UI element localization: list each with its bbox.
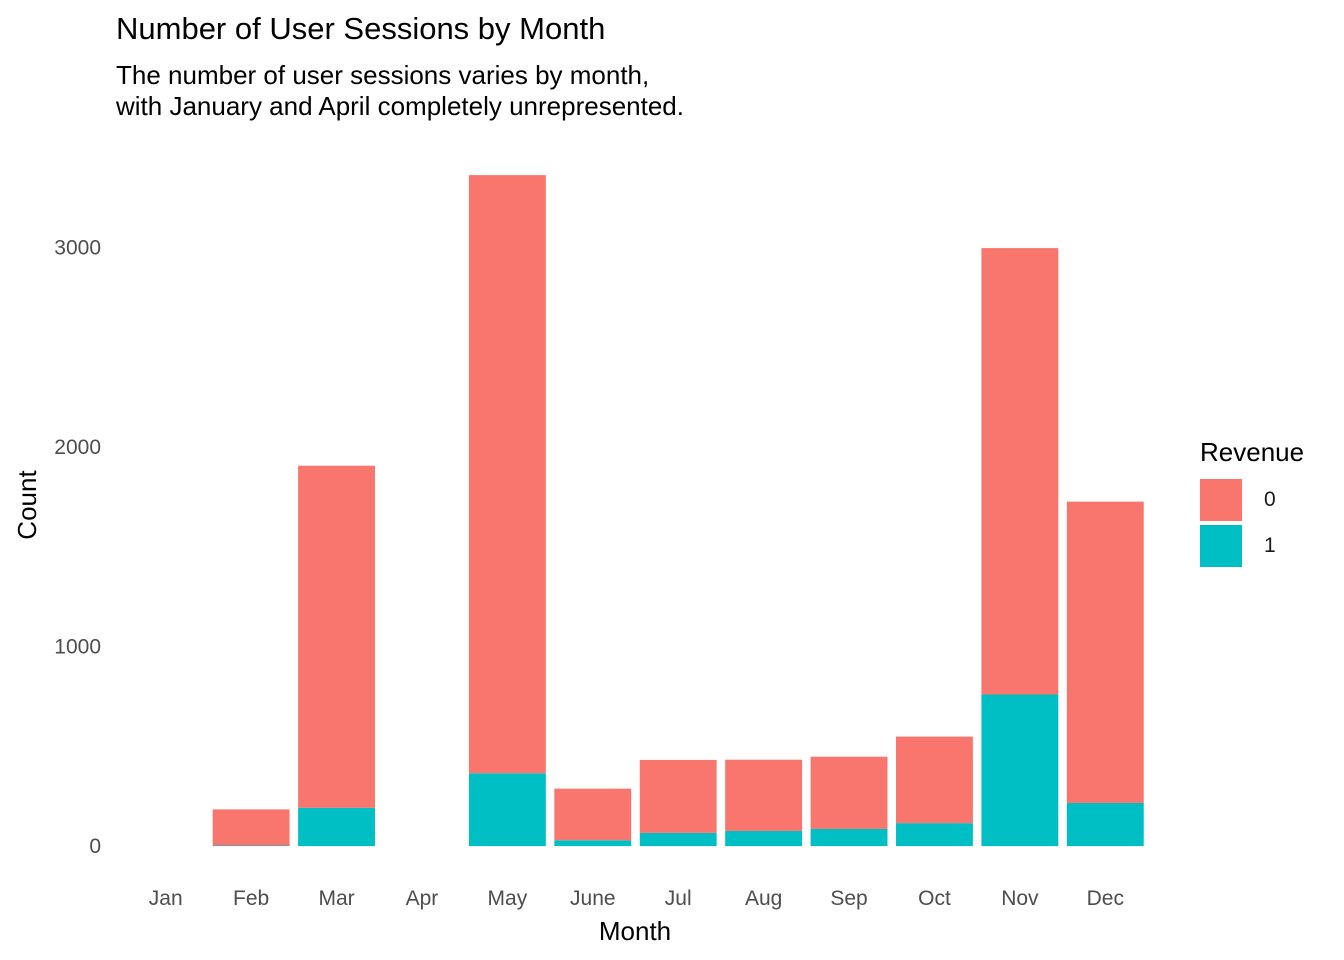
legend-item-1: 1	[1200, 525, 1304, 567]
x-axis-title: Month	[599, 916, 671, 946]
bar-sep-revenue-0	[810, 756, 888, 829]
x-tick-label: Feb	[233, 887, 269, 910]
bars-layer	[212, 175, 1144, 847]
bar-june-revenue-1	[554, 840, 632, 847]
bar-mar-revenue-0	[298, 465, 375, 808]
x-axis: Jan Feb Mar Apr May June Jul Aug Sep Oct Nov Dec	[149, 887, 1124, 910]
x-tick-label: Nov	[1001, 887, 1039, 910]
bar-dec-revenue-0	[1066, 501, 1144, 804]
chart-subtitle: The number of user sessions varies by mo…	[116, 60, 684, 122]
legend-label-0: 0	[1264, 488, 1276, 511]
subtitle-line-1: The number of user sessions varies by mo…	[116, 60, 650, 90]
x-tick-label: Oct	[918, 887, 951, 910]
bar-may-revenue-1	[468, 773, 546, 847]
y-axis: 0 1000 2000 3000	[54, 237, 101, 858]
bar-oct-revenue-1	[896, 823, 973, 847]
y-tick-label: 0	[89, 835, 101, 858]
bar-oct-revenue-0	[896, 736, 973, 824]
bar-mar-revenue-1	[298, 807, 375, 847]
x-tick-label: Jul	[665, 887, 692, 910]
y-tick-label: 1000	[54, 636, 101, 659]
y-tick-label: 3000	[54, 237, 101, 260]
bar-nov-revenue-1	[981, 694, 1059, 847]
x-tick-label: Jan	[149, 887, 183, 910]
x-tick-label: Mar	[318, 887, 354, 910]
bar-feb-revenue-1	[212, 845, 290, 847]
x-tick-label: May	[488, 887, 528, 910]
x-tick-label: Sep	[830, 887, 867, 910]
bar-nov-revenue-0	[981, 248, 1059, 695]
bar-jul-revenue-0	[639, 759, 717, 833]
bar-feb-revenue-0	[212, 809, 290, 846]
legend-title: Revenue	[1200, 437, 1305, 467]
bar-may-revenue-0	[468, 175, 546, 774]
chart-title: Number of User Sessions by Month	[116, 11, 606, 46]
x-tick-label: Dec	[1087, 887, 1124, 910]
y-axis-title: Count	[12, 470, 42, 540]
legend-key-0	[1200, 479, 1242, 521]
bar-june-revenue-0	[554, 788, 632, 841]
x-tick-label: Apr	[406, 887, 439, 910]
legend-label-1: 1	[1264, 534, 1276, 557]
x-tick-label: June	[570, 887, 616, 910]
bar-jul-revenue-1	[639, 832, 717, 847]
legend-key-1	[1200, 525, 1242, 567]
bar-sep-revenue-1	[810, 828, 888, 847]
legend-item-0: 0	[1200, 479, 1304, 521]
subtitle-line-2: with January and April completely unrepr…	[116, 91, 684, 121]
legend: Revenue 0 1	[1200, 437, 1305, 567]
bar-aug-revenue-0	[725, 759, 803, 831]
x-tick-label: Aug	[745, 887, 782, 910]
bar-dec-revenue-1	[1066, 803, 1144, 847]
y-tick-label: 2000	[54, 436, 101, 459]
bar-aug-revenue-1	[725, 830, 803, 847]
